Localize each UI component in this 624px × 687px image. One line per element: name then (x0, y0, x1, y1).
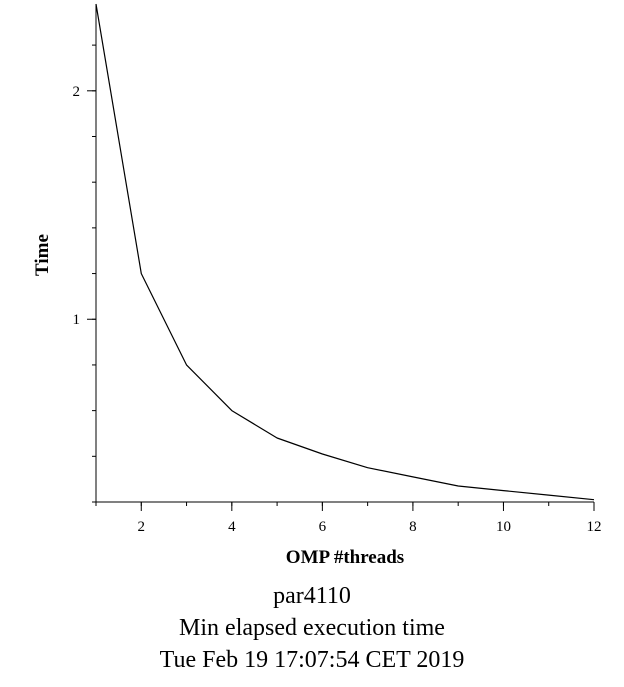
captions: par4110 Min elapsed execution time Tue F… (0, 580, 624, 676)
series-line (95, 3, 595, 501)
y-axis-title: Time (32, 234, 53, 276)
y-tick-label: 2 (73, 84, 81, 100)
caption-metric: Min elapsed execution time (179, 615, 445, 641)
x-tick-label: 4 (228, 519, 236, 535)
x-tick-label: 10 (496, 519, 511, 535)
x-tick-label: 8 (409, 519, 417, 535)
series (95, 3, 595, 501)
x-tick-label: 6 (319, 519, 327, 535)
x-axis-title: OMP #threads (286, 547, 404, 568)
caption-host: par4110 (273, 583, 351, 609)
y-tick-label: 1 (73, 312, 81, 328)
x-tick-label: 2 (138, 519, 146, 535)
x-tick-label: 12 (587, 519, 602, 535)
caption-timestamp: Tue Feb 19 17:07:54 CET 2019 (159, 647, 465, 673)
axes (95, 4, 594, 503)
